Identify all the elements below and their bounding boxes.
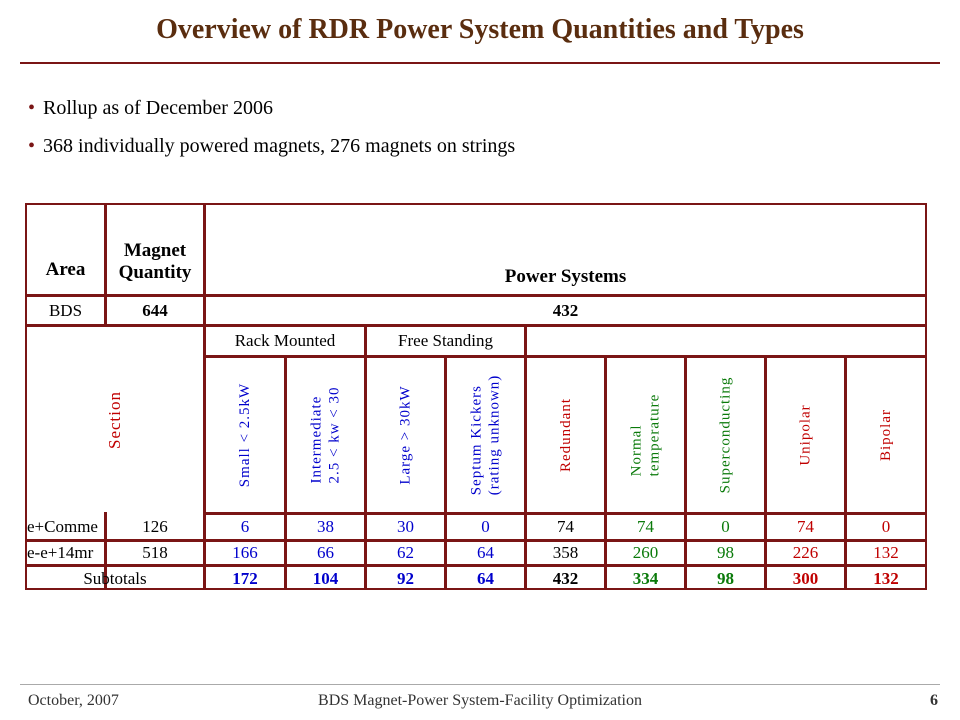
col-divider bbox=[203, 205, 206, 590]
col-header-normal-temp: Normal temperature bbox=[628, 393, 663, 477]
subtotal-value: 104 bbox=[312, 568, 339, 588]
section-label: Section bbox=[105, 390, 124, 449]
row-divider bbox=[27, 294, 925, 297]
subtotal-label: Subtotals bbox=[83, 568, 147, 588]
col-divider bbox=[684, 357, 687, 590]
subtotal-value: 300 bbox=[792, 568, 819, 588]
title-divider bbox=[20, 62, 940, 64]
row-qty: 126 bbox=[142, 517, 168, 536]
row-divider bbox=[27, 539, 925, 542]
cell-value: 74 bbox=[557, 517, 574, 536]
col-divider bbox=[444, 357, 447, 590]
col-header-intermediate: Intermediate 2.5 < kw < 30 bbox=[308, 386, 343, 484]
row-divider bbox=[205, 355, 925, 358]
col-divider bbox=[364, 326, 367, 590]
row-divider bbox=[27, 564, 925, 567]
col-header-redundant: Redundant bbox=[557, 398, 574, 472]
col-header-small: Small < 2.5kW bbox=[237, 382, 253, 488]
bullet-dot-icon: • bbox=[28, 97, 36, 119]
cell-value: 132 bbox=[873, 543, 899, 562]
subtotal-value: 64 bbox=[477, 568, 494, 588]
col-divider bbox=[284, 357, 287, 590]
header-area: Area bbox=[45, 258, 86, 280]
group-rack-mounted: Rack Mounted bbox=[234, 331, 336, 350]
row-qty: 518 bbox=[142, 543, 168, 562]
cell-value: 66 bbox=[317, 543, 334, 562]
col-divider bbox=[524, 326, 527, 590]
col-header-unipolar: Unipolar bbox=[797, 404, 814, 466]
cell-value: 0 bbox=[881, 517, 891, 536]
cell-value: 98 bbox=[717, 543, 734, 562]
row-label: e-e+14mr bbox=[27, 543, 94, 562]
bullet-dot-icon: • bbox=[28, 135, 36, 157]
bullet-item: • 368 individually powered magnets, 276 m… bbox=[28, 135, 516, 157]
row-label: e+Comme bbox=[27, 517, 98, 536]
col-header-bipolar: Bipolar bbox=[878, 409, 894, 461]
header-magnet-quantity: Magnet Quantity bbox=[118, 240, 192, 283]
col-divider bbox=[104, 205, 107, 324]
footer-divider bbox=[20, 684, 940, 685]
subtotal-value: 98 bbox=[717, 568, 734, 588]
subtotal-value: 132 bbox=[873, 568, 899, 588]
col-divider bbox=[604, 357, 607, 590]
footer-title: BDS Magnet-Power System-Facility Optimiz… bbox=[318, 692, 642, 709]
slide-title: Overview of RDR Power System Quantities … bbox=[156, 14, 804, 45]
cell-value: 74 bbox=[797, 517, 814, 536]
col-header-septum: Septum Kickers (rating unknown) bbox=[468, 374, 503, 496]
row-divider bbox=[27, 324, 925, 327]
col-header-large: Large > 30kW bbox=[397, 385, 414, 485]
cell-value: 62 bbox=[397, 543, 414, 562]
cell-value: 6 bbox=[240, 517, 250, 536]
footer-date: October, 2007 bbox=[28, 692, 119, 709]
bullet-item: • Rollup as of December 2006 bbox=[28, 97, 273, 119]
subtotal-value: 172 bbox=[232, 568, 258, 588]
cell-value: 38 bbox=[317, 517, 334, 536]
group-free-standing: Free Standing bbox=[398, 331, 493, 350]
cell-value: 64 bbox=[477, 543, 494, 562]
subtotal-value: 432 bbox=[552, 568, 579, 588]
cell-value: 358 bbox=[552, 543, 579, 562]
col-divider bbox=[844, 357, 847, 590]
cell-value: 0 bbox=[721, 517, 730, 536]
cell-value: 74 bbox=[637, 517, 654, 536]
cell-value: 260 bbox=[632, 543, 659, 562]
cell-value: 30 bbox=[397, 517, 414, 536]
cell-value: 226 bbox=[792, 543, 819, 562]
bds-label: BDS bbox=[48, 300, 83, 320]
header-power-systems: Power Systems bbox=[504, 266, 627, 287]
bds-magnet-qty: 644 bbox=[142, 300, 168, 320]
col-header-superconducting: Superconducting bbox=[717, 376, 734, 494]
bds-power-total: 432 bbox=[552, 300, 579, 320]
cell-value: 0 bbox=[481, 517, 490, 536]
col-divider bbox=[104, 512, 107, 590]
page-number: 6 bbox=[930, 692, 938, 709]
row-divider bbox=[205, 512, 925, 515]
subtotal-value: 334 bbox=[632, 568, 659, 588]
cell-value: 166 bbox=[232, 543, 258, 562]
subtotal-value: 92 bbox=[397, 568, 414, 588]
power-systems-table: Area Magnet Quantity Power Systems BDS 6… bbox=[25, 203, 927, 590]
col-divider bbox=[764, 357, 767, 590]
bullet-list: • Rollup as of December 2006 • 368 individ… bbox=[28, 95, 515, 171]
